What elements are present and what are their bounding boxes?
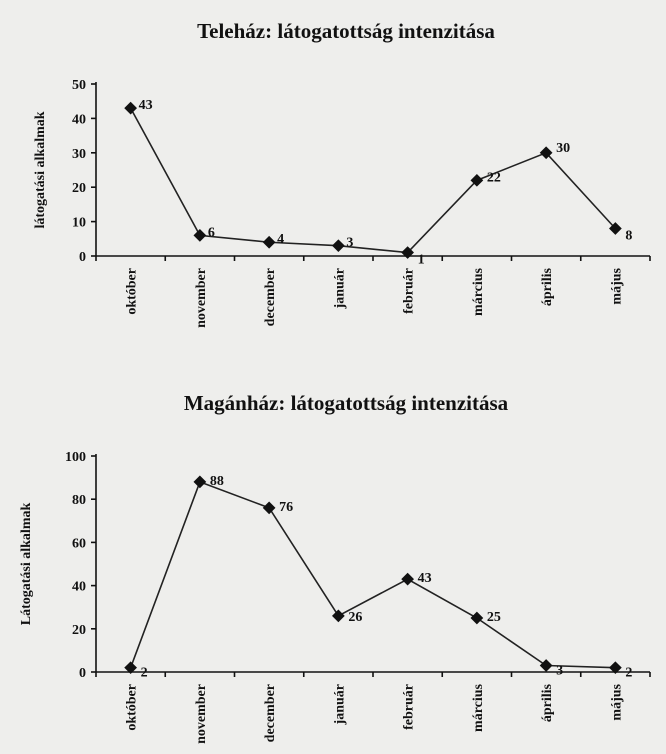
data-point-marker [124,101,137,115]
data-point-marker [539,659,553,672]
data-label: 3 [346,236,353,251]
x-category-label: április [540,683,555,722]
x-category-label: február [402,684,417,730]
y-tick-label: 40 [72,580,86,595]
y-axis-label: látogatási alkalmak [33,111,48,228]
x-category-label: október [125,684,140,731]
x-category-label: március [471,683,486,732]
y-tick-label: 100 [65,450,86,465]
data-label: 43 [139,98,153,113]
x-category-label: november [194,268,209,328]
data-point-marker [470,611,484,625]
y-tick-label: 20 [72,623,86,638]
x-category-label: december [263,268,278,326]
y-tick-label: 60 [72,536,86,551]
data-label: 4 [277,232,284,247]
data-point-marker [262,235,276,249]
data-point-marker [262,501,276,515]
data-label: 26 [348,610,362,625]
data-point-marker [401,246,414,259]
data-point-marker [193,228,207,242]
chart-title: Magánház: látogatottság intenzitása [184,391,509,415]
y-tick-label: 30 [72,147,86,162]
y-tick-label: 50 [72,78,86,93]
x-category-label: január [332,684,347,725]
x-category-label: május [609,267,624,304]
y-tick-label: 80 [72,493,86,508]
data-point-marker [193,475,207,489]
y-axis-label: Látogatási alkalmak [19,503,34,626]
x-category-label: április [540,267,555,306]
x-category-label: január [332,268,347,309]
y-tick-label: 10 [72,216,86,231]
chart-telehaz: Teleház: látogatottság intenzitása látoga… [33,19,651,328]
x-category-label: október [125,268,140,315]
data-point-marker [401,572,414,586]
y-tick-label: 0 [79,250,86,265]
data-label: 76 [279,500,293,515]
series-line [129,107,616,254]
chart-title: Teleház: látogatottság intenzitása [197,19,495,43]
x-category-label: február [402,268,417,314]
data-label: 22 [487,170,501,185]
data-label: 43 [418,571,432,586]
data-point-marker [332,609,345,623]
data-label: 2 [141,666,148,681]
data-label: 88 [210,474,224,489]
data-label: 3 [556,664,563,679]
y-tick-label: 40 [72,112,86,127]
data-label: 25 [487,610,501,625]
x-category-label: május [609,683,624,720]
x-category-label: március [471,267,486,316]
data-label: 30 [556,141,570,156]
x-category-label: november [194,684,209,744]
data-point-marker [332,239,345,253]
data-label: 8 [625,228,632,243]
y-tick-label: 20 [72,181,86,196]
series-line [129,480,616,669]
data-label: 2 [625,666,632,681]
chart-maganhaz: Magánház: látogatottság intenzitása Látog… [19,391,651,744]
data-point-marker [470,173,484,187]
data-label: 6 [208,225,215,240]
data-label: 1 [418,253,425,268]
y-tick-label: 0 [79,666,86,681]
x-category-label: december [263,684,278,742]
